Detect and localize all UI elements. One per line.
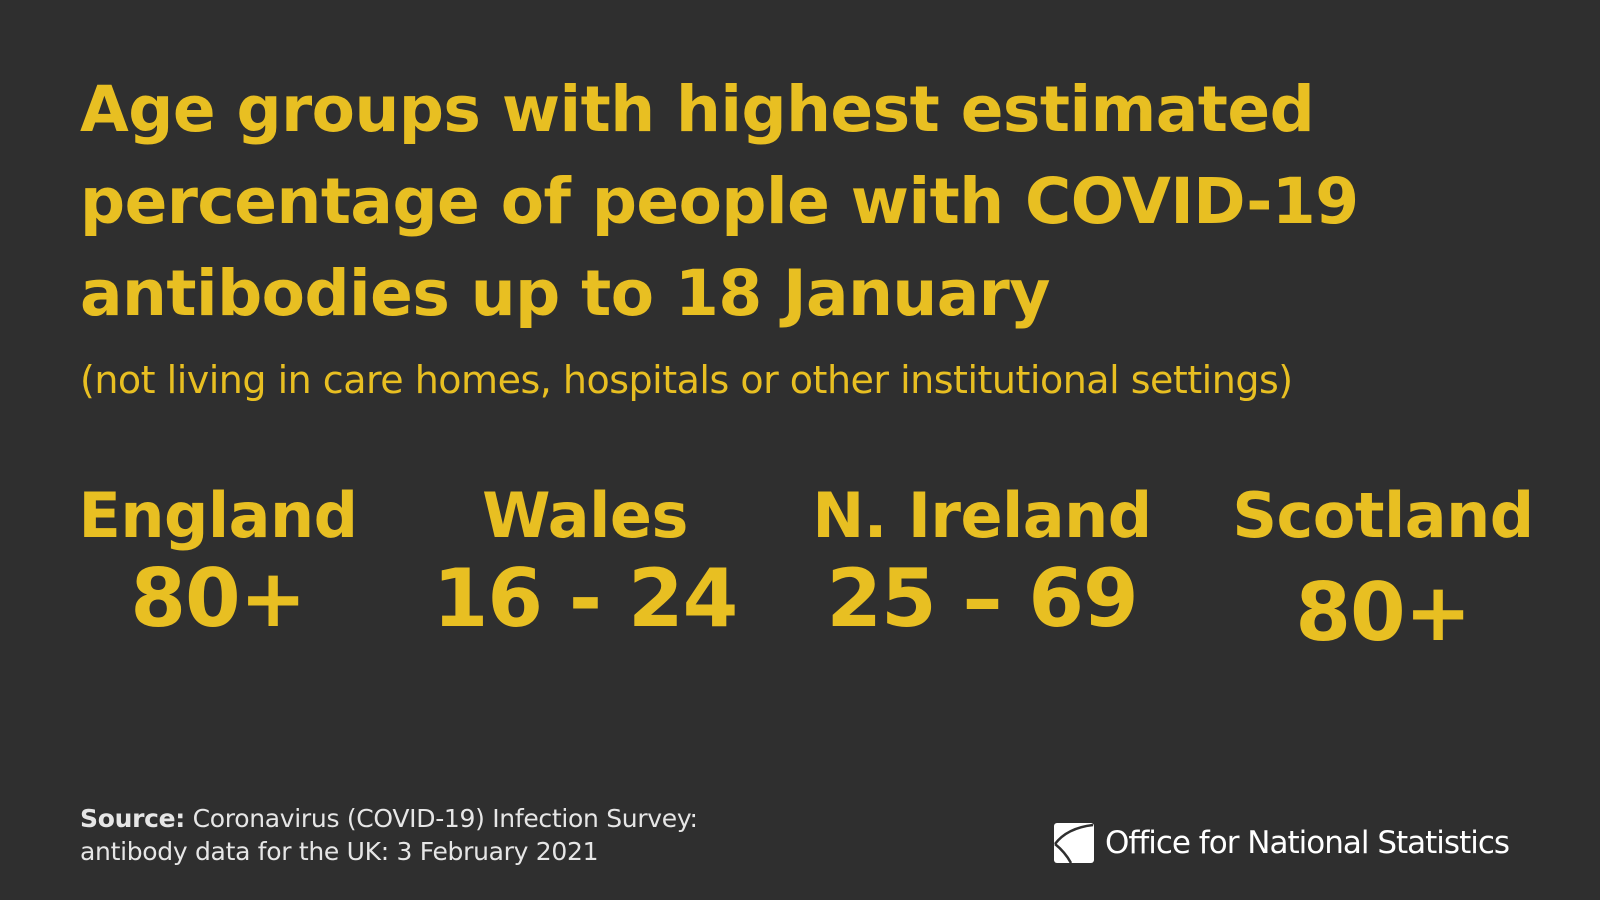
region-name: Scotland: [1232, 479, 1534, 552]
region-name: N. Ireland: [812, 479, 1152, 552]
ons-logo: Office for National Statistics: [1053, 822, 1510, 864]
subtitle: (not living in care homes, hospitals or …: [80, 358, 1293, 402]
region-name: Wales: [482, 479, 688, 552]
region-n-ireland: N. Ireland 25 – 69: [772, 478, 1192, 644]
source-text: Coronavirus (COVID-19) Infection Survey:…: [80, 804, 698, 866]
region-age-group: 80+: [130, 552, 306, 645]
logo-text: Office for National Statistics: [1105, 825, 1510, 861]
source-note: Source: Coronavirus (COVID-19) Infection…: [80, 802, 760, 868]
ons-logo-icon: [1054, 823, 1094, 864]
page-title: Age groups with highest estimated percen…: [80, 73, 1359, 330]
region-scotland: Scotland 80+: [1173, 478, 1593, 658]
source-label: Source:: [80, 804, 185, 833]
region-age-group: 80+: [1295, 566, 1471, 659]
region-england: England 80+: [8, 478, 428, 644]
region-age-group: 16 - 24: [432, 552, 739, 645]
region-age-group: 25 – 69: [826, 552, 1138, 645]
region-wales: Wales 16 - 24: [375, 478, 795, 644]
region-name: England: [78, 479, 358, 552]
